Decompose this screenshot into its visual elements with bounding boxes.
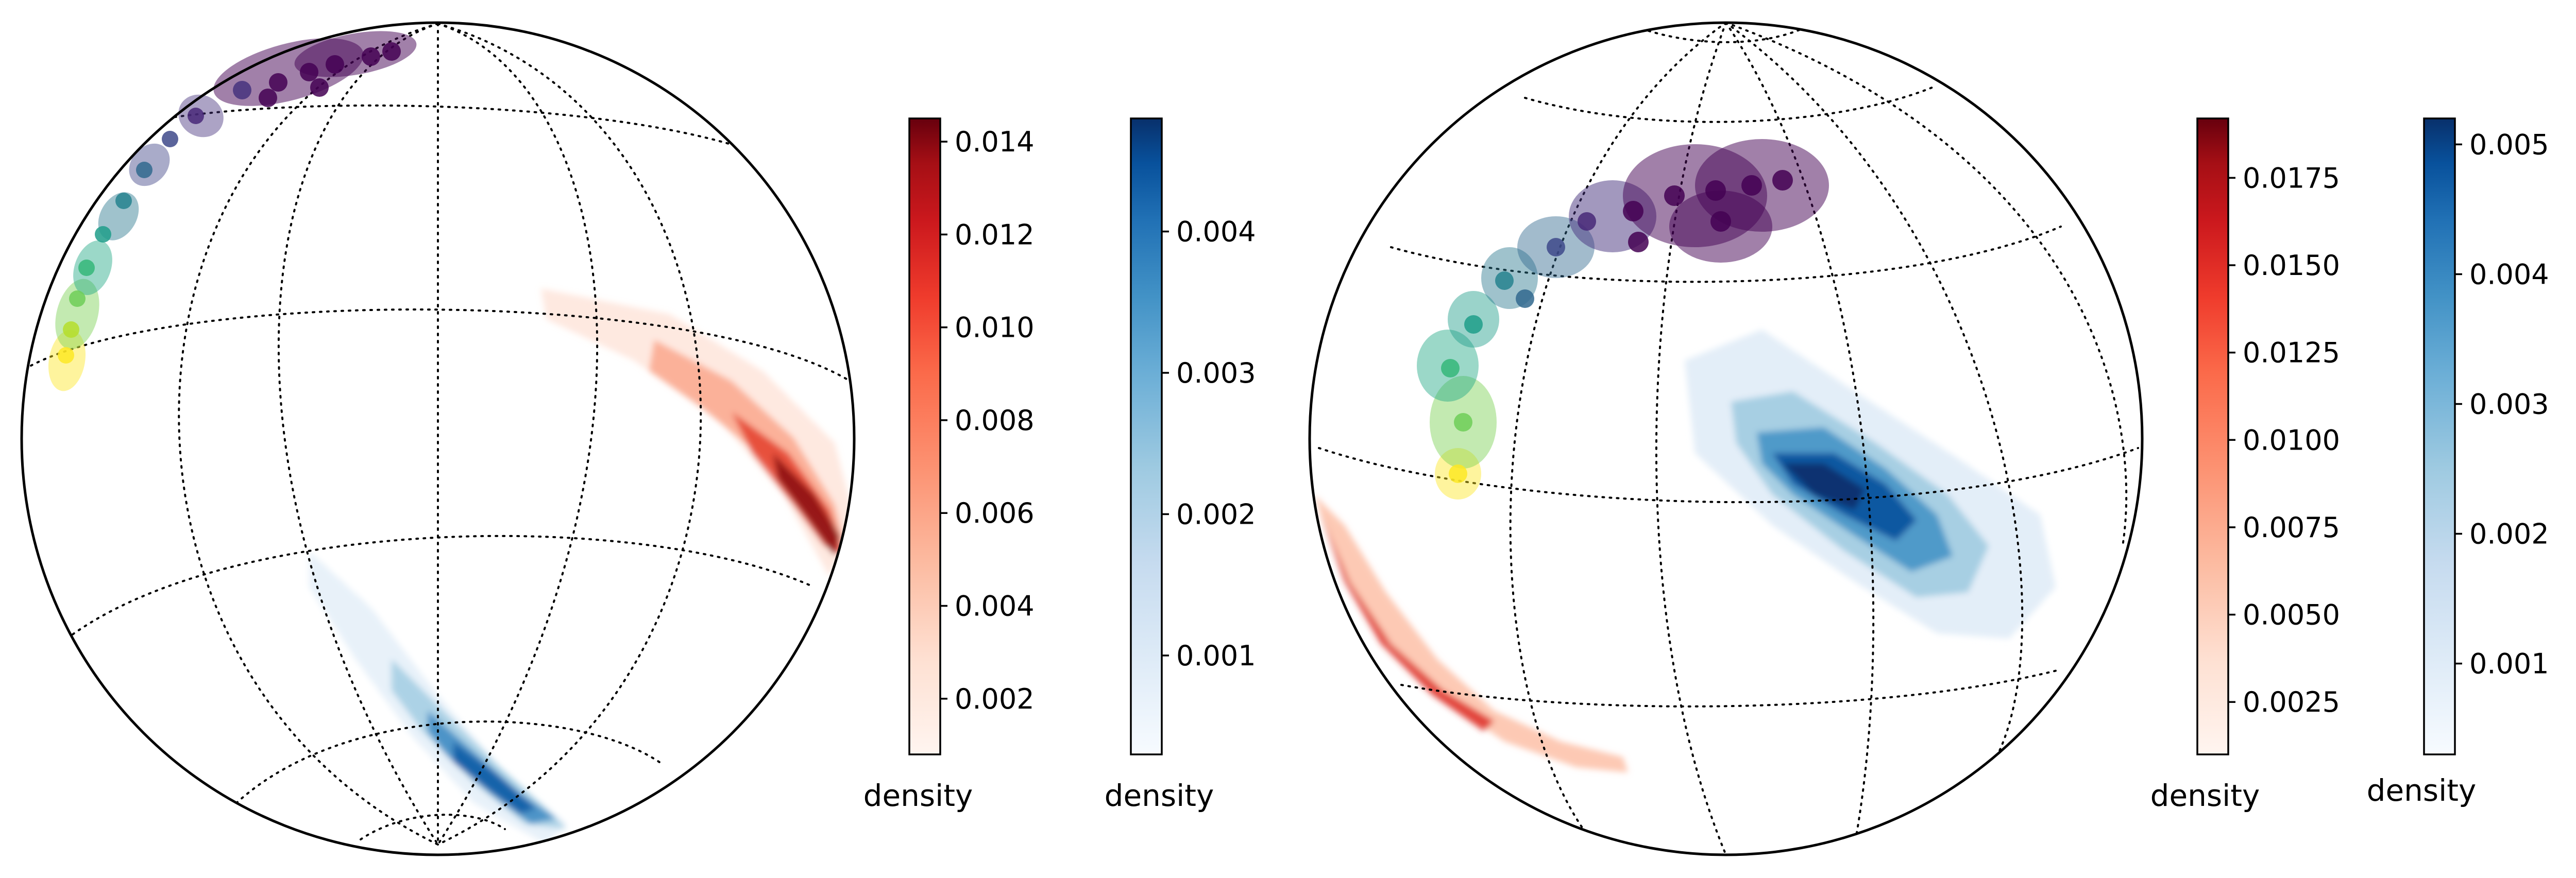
colorbar-1-blue: 0.001 0.002 0.003 0.004 density — [1105, 117, 1256, 813]
colorbar-tick-label: 0.003 — [2469, 388, 2549, 420]
trajectory-point — [1578, 212, 1596, 231]
colorbar-frame — [908, 117, 941, 755]
colorbar-tick-label: 0.008 — [955, 404, 1035, 437]
trajectory-point — [300, 63, 318, 81]
colorbar-tick-label: 0.0075 — [2243, 511, 2340, 544]
colorbar-gradient — [1131, 118, 1162, 754]
colorbar-ticks: 0.001 0.002 0.003 0.004 0.005 — [2455, 128, 2549, 680]
colorbar-label: density — [1105, 778, 1214, 813]
trajectory-point — [188, 108, 204, 124]
colorbar-tick-label: 0.0050 — [2243, 599, 2340, 631]
trajectory-point — [69, 290, 86, 307]
trajectory-point — [1664, 185, 1685, 206]
colorbar-tick-label: 0.006 — [955, 497, 1035, 529]
trajectory-point — [1710, 211, 1731, 232]
trajectory-point — [1516, 289, 1534, 308]
trajectory-point — [1449, 464, 1467, 483]
trajectory-point — [310, 78, 329, 97]
trajectory-point — [233, 81, 251, 99]
colorbar-tick-label: 0.010 — [955, 312, 1035, 344]
graticule-2 — [1318, 23, 2139, 855]
colorbar-tick-label: 0.002 — [1176, 498, 1256, 530]
uncertainty-ellipse — [294, 31, 417, 77]
trajectory-point — [382, 42, 401, 61]
trajectory-point — [1705, 180, 1726, 201]
trajectory-point — [259, 89, 277, 107]
trajectory-point — [136, 162, 152, 178]
trajectory-point — [95, 226, 111, 243]
colorbar-tick-label: 0.004 — [2469, 258, 2549, 290]
colorbar-tick-label: 0.002 — [955, 683, 1035, 715]
colorbar-label: density — [2367, 773, 2477, 808]
trajectory-point — [63, 321, 79, 338]
trajectory-point — [162, 131, 178, 147]
colorbar-tick-label: 0.0100 — [2243, 424, 2340, 456]
colorbar-tick-label: 0.0125 — [2243, 337, 2340, 369]
sphere-outline-1 — [20, 21, 856, 856]
colorbar-frame — [2196, 117, 2229, 755]
panel-2 — [1308, 21, 2144, 856]
trajectory-point — [362, 47, 380, 66]
trajectory-point — [1441, 359, 1460, 377]
colorbar-ticks: 0.002 0.004 0.006 0.008 0.010 0.012 0.014 — [940, 126, 1035, 715]
colorbar-tick-label: 0.004 — [1176, 216, 1256, 248]
trajectory-point — [1741, 175, 1762, 196]
trajectory-point — [115, 193, 132, 209]
trajectory-point — [1454, 413, 1472, 432]
colorbar-tick-label: 0.005 — [2469, 128, 2549, 161]
trajectory-point — [58, 347, 74, 364]
colorbar-label: density — [863, 778, 973, 813]
trajectory-point — [1495, 271, 1514, 290]
colorbar-1-red: 0.002 0.004 0.006 0.008 0.010 0.012 0.014 dens… — [863, 117, 1035, 813]
colorbar-ticks: 0.0025 0.0050 0.0075 0.0100 0.0125 0.0150 0.01… — [2228, 162, 2340, 718]
density-red-1 — [541, 288, 854, 577]
colorbar-tick-label: 0.001 — [1176, 640, 1256, 672]
colorbar-label: density — [2150, 778, 2260, 813]
trajectory-point — [1547, 238, 1565, 256]
colorbar-tick-label: 0.003 — [1176, 357, 1256, 389]
trajectory-point — [326, 55, 344, 74]
colorbar-tick-label: 0.0150 — [2243, 249, 2340, 282]
colorbar-gradient — [909, 118, 940, 754]
colorbar-tick-label: 0.014 — [955, 126, 1035, 158]
trajectory-point — [78, 260, 95, 276]
colorbar-tick-label: 0.002 — [2469, 518, 2549, 550]
colorbar-frame — [1130, 117, 1163, 755]
trajectory-point — [1623, 201, 1643, 221]
colorbar-tick-label: 0.0175 — [2243, 162, 2340, 194]
trajectory-point — [1628, 232, 1649, 252]
density-blue-2 — [1685, 330, 2056, 639]
trajectory-point — [1464, 315, 1483, 334]
colorbar-gradient — [2424, 118, 2455, 754]
colorbar-ticks: 0.001 0.002 0.003 0.004 — [1162, 216, 1256, 672]
colorbar-2-red: 0.0025 0.0050 0.0075 0.0100 0.0125 0.0150 0.01… — [2150, 117, 2340, 813]
density-blue-1 — [309, 551, 567, 845]
colorbar-tick-label: 0.012 — [955, 218, 1035, 251]
colorbar-tick-label: 0.0025 — [2243, 686, 2340, 718]
colorbar-frame — [2423, 117, 2456, 755]
trajectory-point — [269, 73, 287, 92]
panel-1 — [20, 21, 856, 856]
trajectory-1 — [48, 31, 417, 391]
colorbar-tick-label: 0.001 — [2469, 648, 2549, 680]
density-red-2 — [1314, 494, 1628, 772]
colorbar-tick-label: 0.004 — [955, 590, 1035, 623]
trajectory-point — [1772, 170, 1793, 191]
colorbar-gradient — [2197, 118, 2228, 754]
colorbar-2-blue: 0.001 0.002 0.003 0.004 0.005 density — [2367, 117, 2549, 808]
sphere-outline-2 — [1308, 21, 2144, 856]
trajectory-2 — [1417, 139, 1829, 500]
